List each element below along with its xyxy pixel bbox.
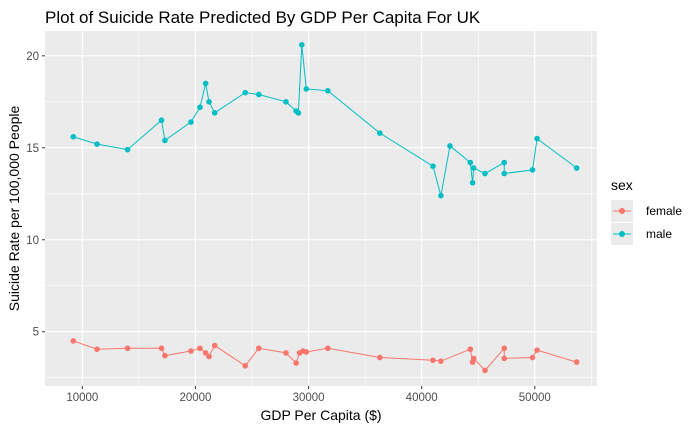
data-point-male: [447, 143, 453, 149]
series-layer: [70, 42, 580, 374]
data-point-female: [242, 362, 249, 369]
data-point-female: [430, 357, 436, 364]
data-point-female: [211, 342, 218, 349]
data-point-male: [377, 130, 383, 136]
data-point-male: [124, 146, 131, 153]
data-point-male: [573, 165, 580, 171]
data-point-female: [482, 367, 488, 374]
data-point-male: [469, 179, 476, 186]
data-point-female: [255, 345, 262, 352]
data-point-male: [501, 170, 508, 177]
plot-panel: [45, 31, 597, 386]
data-point-female: [529, 354, 536, 361]
data-point-male: [529, 167, 536, 173]
legend-key-female-point: [619, 208, 625, 214]
data-point-male: [295, 110, 302, 116]
data-point-female: [470, 355, 477, 362]
data-point-male: [470, 165, 477, 171]
data-point-female: [124, 345, 131, 352]
data-point-female: [377, 354, 383, 361]
series-female: [70, 338, 580, 374]
data-point-male: [94, 141, 100, 147]
data-point-male: [188, 119, 194, 125]
data-point-female: [534, 347, 540, 353]
data-point-female: [197, 345, 203, 352]
series-male: [70, 42, 580, 199]
data-point-male: [197, 104, 203, 111]
data-point-female: [94, 346, 100, 353]
x-tick-label: 10000: [66, 392, 98, 404]
legend-label-male: male: [646, 227, 672, 241]
data-point-male: [162, 137, 168, 144]
x-tick-label: 30000: [293, 392, 325, 404]
data-point-male: [158, 117, 165, 124]
data-point-male: [70, 133, 77, 140]
legend-title: sex: [611, 177, 633, 193]
data-point-female: [501, 355, 508, 362]
data-point-female: [188, 348, 194, 354]
data-point-female: [467, 346, 474, 353]
x-tick-label: 20000: [179, 392, 211, 404]
data-point-female: [206, 353, 212, 360]
x-axis-title: GDP Per Capita ($): [260, 407, 381, 423]
data-point-male: [202, 80, 209, 87]
data-point-male: [501, 159, 508, 166]
data-point-female: [573, 359, 580, 365]
y-tick-label: 5: [33, 327, 39, 339]
data-point-male: [211, 110, 218, 116]
x-tick-label: 50000: [519, 392, 551, 404]
data-point-male: [298, 42, 305, 48]
data-point-male: [482, 170, 488, 177]
data-point-female: [303, 349, 310, 355]
data-point-female: [162, 352, 168, 359]
x-axis: 10000 20000 30000 40000 50000: [66, 386, 551, 404]
data-point-male: [206, 99, 212, 105]
y-tick-label: 15: [26, 143, 39, 155]
minor-gridlines: [45, 31, 597, 386]
data-point-male: [283, 99, 289, 105]
data-point-male: [467, 159, 474, 166]
y-tick-label: 10: [26, 235, 39, 247]
x-tick-label: 40000: [406, 392, 438, 404]
data-point-male: [242, 89, 249, 96]
y-tick-label: 20: [26, 51, 39, 63]
legend-key-male-point: [619, 231, 625, 237]
data-point-male: [324, 87, 331, 94]
data-point-female: [70, 338, 77, 344]
data-point-male: [255, 91, 262, 98]
legend-label-female: female: [646, 204, 682, 218]
data-point-female: [293, 360, 299, 366]
data-point-female: [324, 345, 331, 352]
legend: sex female male: [611, 177, 682, 245]
data-point-male: [303, 86, 310, 92]
data-point-female: [202, 350, 209, 356]
data-point-female: [501, 345, 508, 352]
y-axis: 5 10 15 20: [26, 51, 45, 339]
data-point-female: [283, 350, 289, 356]
data-point-male: [534, 135, 540, 142]
data-point-female: [158, 345, 165, 352]
data-point-male: [438, 192, 444, 199]
data-point-male: [430, 163, 436, 169]
chart-title: Plot of Suicide Rate Predicted By GDP Pe…: [45, 8, 481, 27]
y-axis-title: Suicide Rate per 100,000 People: [6, 106, 22, 312]
data-point-female: [438, 358, 444, 364]
